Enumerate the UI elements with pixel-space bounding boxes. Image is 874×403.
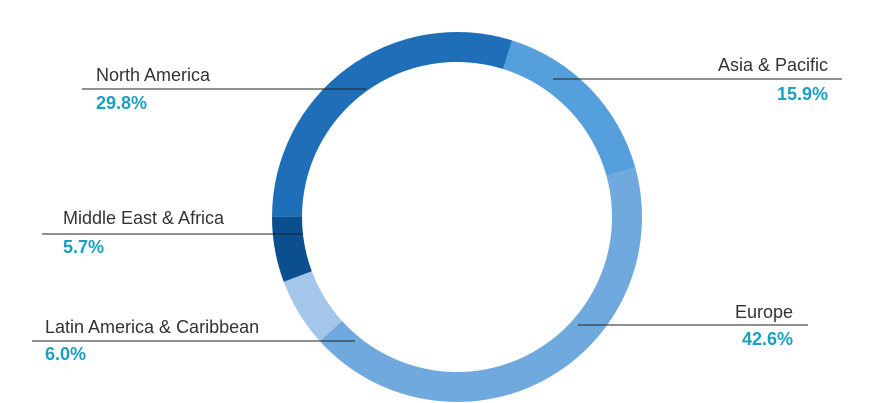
donut-segment (503, 40, 636, 176)
segment-name: Latin America & Caribbean (45, 317, 259, 337)
donut-segment (272, 216, 312, 282)
value-label: 29.8% (96, 93, 147, 113)
value-label: 5.7% (63, 237, 104, 257)
segment-name: Europe (735, 302, 793, 322)
value-label: 15.9% (777, 84, 828, 104)
segment-name: North America (96, 65, 211, 85)
value-label: 42.6% (742, 329, 793, 349)
segment-name: Asia & Pacific (718, 55, 828, 75)
segment-name: Middle East & Africa (63, 208, 225, 228)
value-label: 6.0% (45, 344, 86, 364)
donut-segment (319, 167, 642, 403)
donut-segment (272, 31, 513, 217)
donut-segment (283, 271, 342, 342)
